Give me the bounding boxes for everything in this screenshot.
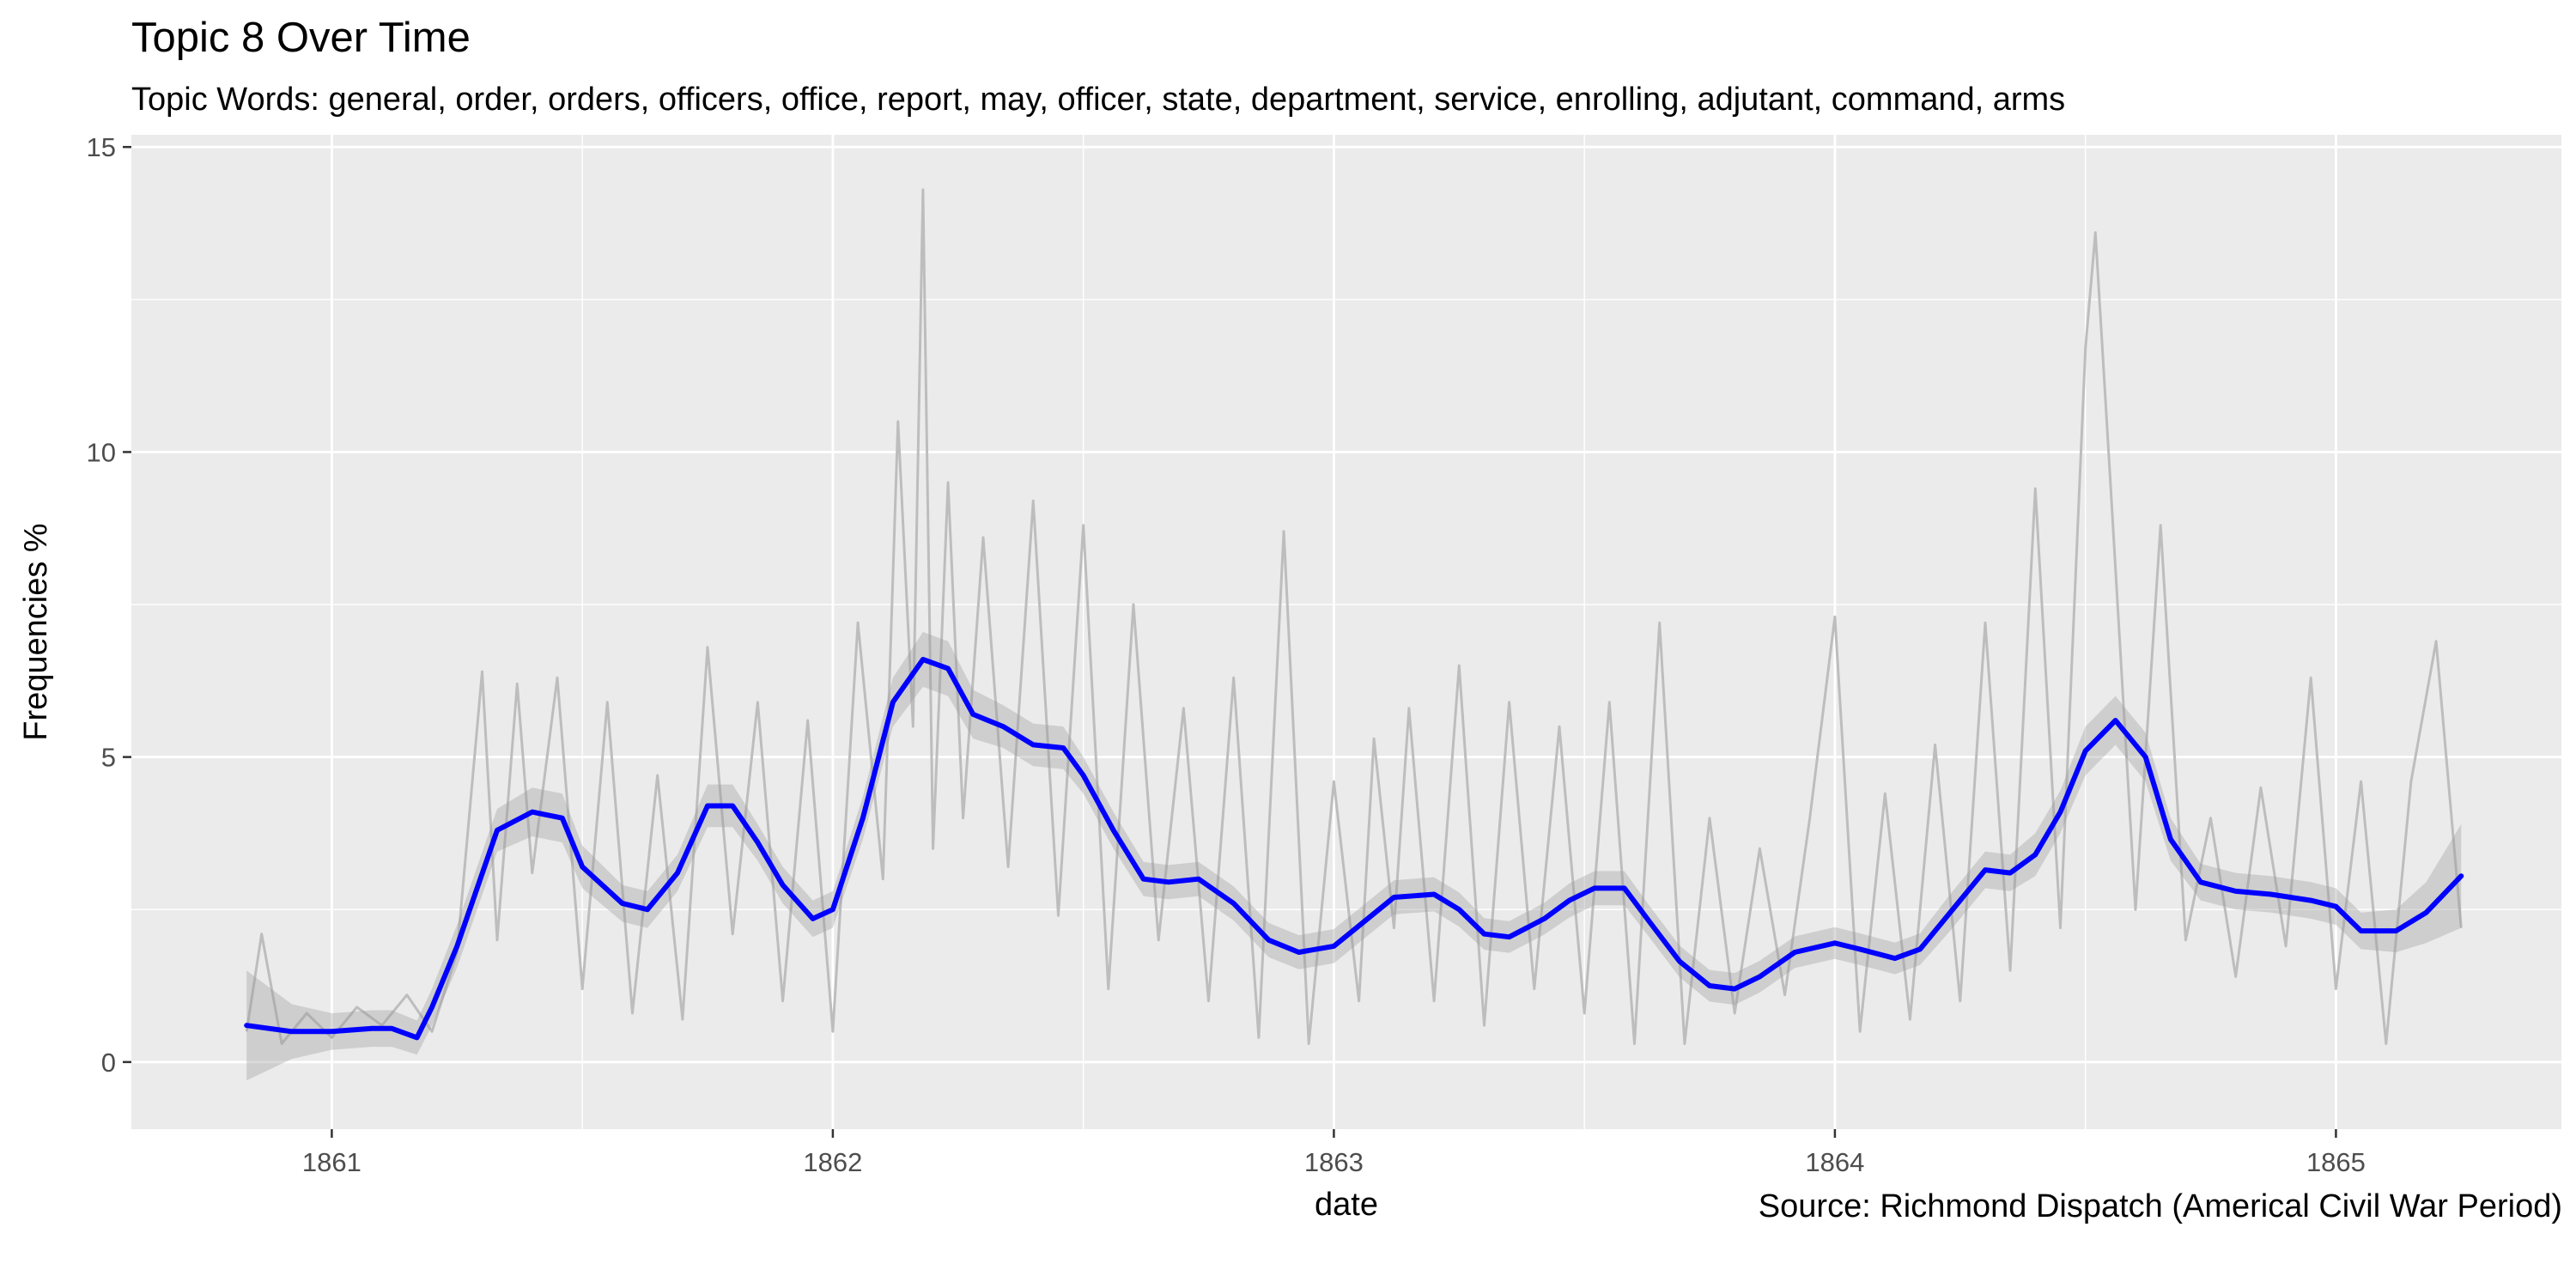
raw-series [245, 188, 2463, 1045]
confidence-band [246, 632, 2462, 1081]
plot-panel [131, 135, 2561, 1129]
chart-caption: Source: Richmond Dispatch (Americal Civi… [1758, 1188, 2562, 1224]
chart-subtitle: Topic Words: general, order, orders, off… [131, 82, 2066, 118]
smoothed-trend-line [244, 657, 2464, 1041]
confidence-ribbon [246, 632, 2462, 1081]
y-tick-label: 10 [87, 437, 116, 467]
raw-frequency-line [245, 188, 2463, 1045]
y-axis: 0 5 10 15 [87, 132, 131, 1078]
x-tick-label: 1864 [1805, 1147, 1864, 1177]
chart-title: Topic 8 Over Time [131, 15, 471, 61]
y-tick-label: 15 [87, 132, 116, 162]
smooth-series [244, 657, 2464, 1041]
x-axis-label: date [1315, 1187, 1378, 1223]
x-axis: 1861 1862 1863 1864 1865 [302, 1129, 2366, 1177]
y-axis-label: Frequencies % [18, 523, 54, 740]
y-tick-label: 0 [101, 1048, 116, 1078]
x-tick-label: 1863 [1304, 1147, 1364, 1177]
y-tick-label: 5 [101, 743, 116, 773]
x-tick-label: 1865 [2306, 1147, 2366, 1177]
x-tick-label: 1862 [803, 1147, 862, 1177]
x-tick-label: 1861 [302, 1147, 361, 1177]
